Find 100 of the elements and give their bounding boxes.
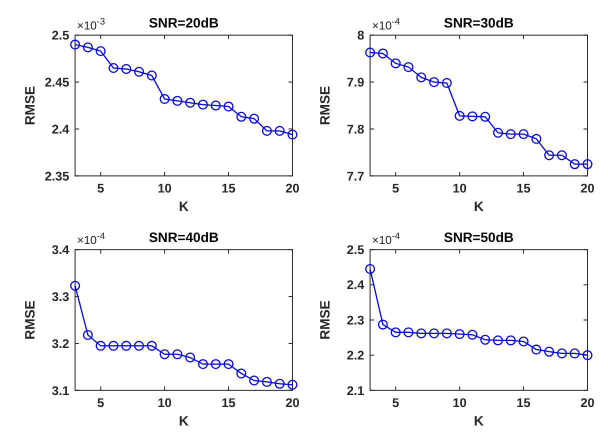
y-axis-title: RMSE	[317, 300, 332, 340]
point	[274, 378, 285, 389]
point	[146, 70, 157, 81]
x-tick-label: 10	[452, 181, 467, 196]
y-tick-label: 2.4	[52, 122, 70, 136]
point	[198, 359, 208, 370]
point	[134, 66, 144, 77]
point	[210, 359, 221, 370]
point	[480, 334, 490, 345]
y-tick-label: 2.5	[52, 28, 70, 43]
point	[160, 94, 170, 104]
y-tick-label: 7.9	[346, 75, 364, 90]
point	[582, 159, 592, 170]
point	[287, 380, 298, 390]
text: ×10$^{-3}$	[77, 16, 106, 32]
point	[378, 48, 388, 58]
point	[544, 346, 554, 357]
point	[556, 348, 567, 358]
point	[403, 62, 414, 72]
point	[506, 129, 516, 140]
x-tick-label: 5	[392, 181, 400, 196]
x-tick-label: 15	[516, 181, 531, 196]
y-tick-label: 7.8	[346, 122, 364, 136]
x-tick-label: 5	[392, 396, 400, 410]
point	[390, 327, 401, 338]
point	[146, 340, 157, 351]
point	[210, 100, 221, 111]
point	[274, 126, 285, 136]
point	[429, 328, 440, 338]
point	[570, 159, 580, 170]
x-tick-label: 20	[285, 396, 300, 410]
y-tick-label: 7.7	[346, 169, 364, 184]
point	[134, 340, 144, 351]
point	[582, 350, 592, 360]
point	[492, 335, 503, 346]
x-tick-label: 20	[285, 181, 300, 196]
x-tick-label: 10	[158, 181, 172, 196]
point	[518, 129, 529, 140]
text: ×10$^{-4}$	[77, 230, 106, 247]
point	[70, 40, 80, 50]
y-tick-label: 2.3	[346, 313, 364, 328]
x-axis-title: K	[178, 413, 189, 428]
x-axis-title: K	[474, 198, 484, 214]
chart-title: SNR=20dB	[148, 15, 219, 30]
point	[570, 348, 580, 358]
point	[531, 134, 542, 144]
point	[403, 327, 414, 338]
point	[467, 111, 478, 122]
text: ×10$^{-4}$	[372, 230, 400, 247]
x-tick-label: 20	[580, 396, 595, 410]
y-axis-title: RMSE	[317, 86, 332, 126]
y-tick-label: 2.2	[346, 348, 364, 363]
point	[236, 368, 246, 378]
point	[236, 112, 246, 122]
y-tick-label: 2.1	[346, 384, 364, 398]
point	[249, 376, 260, 386]
chart-title: SNR=40dB	[148, 230, 219, 245]
point	[531, 344, 542, 355]
point	[442, 78, 452, 88]
point	[454, 110, 465, 121]
point	[82, 330, 93, 340]
point	[121, 64, 132, 74]
point	[287, 130, 298, 140]
x-tick-label: 10	[452, 396, 467, 410]
text: ×10$^{-4}$	[372, 16, 400, 32]
y-tick-label: 3.1	[52, 384, 70, 398]
x-tick-label: 5	[97, 181, 104, 196]
x-tick-label: 15	[222, 396, 236, 410]
point	[108, 340, 118, 351]
point	[185, 352, 196, 363]
point	[224, 359, 234, 370]
point	[480, 112, 490, 122]
point	[70, 280, 80, 291]
point	[262, 126, 272, 136]
x-tick-label: 10	[158, 396, 172, 410]
point	[454, 329, 465, 340]
point	[121, 340, 132, 351]
point	[506, 335, 516, 346]
point	[518, 336, 529, 346]
point	[96, 46, 106, 56]
y-axis-title: RMSE	[22, 300, 38, 340]
y-tick-label: 2.35	[44, 169, 70, 184]
point	[365, 48, 376, 58]
y-tick-label: 2.45	[44, 75, 70, 90]
point	[172, 349, 182, 360]
point	[185, 98, 196, 108]
point	[249, 114, 260, 124]
point	[492, 128, 503, 138]
point	[544, 150, 554, 160]
point	[262, 376, 272, 387]
y-tick-label: 8	[357, 28, 364, 43]
point	[416, 328, 426, 338]
x-axis-title: K	[474, 413, 484, 428]
point	[556, 150, 567, 160]
point	[198, 100, 208, 110]
x-tick-label: 15	[516, 396, 531, 410]
point	[429, 77, 440, 88]
point	[82, 42, 93, 52]
x-tick-label: 5	[97, 396, 104, 410]
y-tick-label: 3.4	[52, 243, 70, 258]
